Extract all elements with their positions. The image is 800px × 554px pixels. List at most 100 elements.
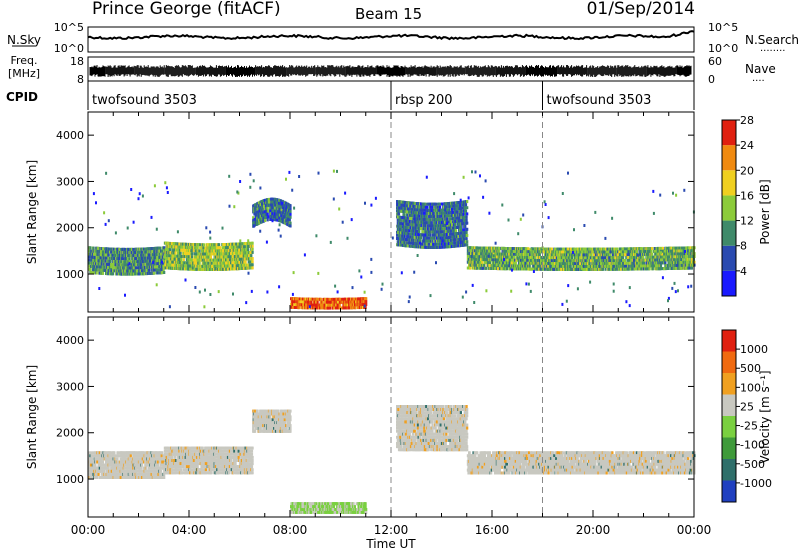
power-cell <box>335 303 338 307</box>
power-cell <box>176 245 179 249</box>
power-cell <box>453 244 456 248</box>
power-cell <box>456 213 459 217</box>
power-cell <box>486 255 489 259</box>
power-cell <box>296 303 299 307</box>
power-cell <box>397 212 401 216</box>
power-cell <box>348 306 351 310</box>
noise-tick-bottom-right: 10^0 <box>708 42 738 55</box>
power-cell <box>199 243 202 247</box>
power-cell <box>281 211 284 215</box>
power-cell <box>268 203 271 207</box>
power-cell <box>221 246 224 250</box>
power-cell <box>492 252 495 256</box>
power-cell <box>214 243 217 247</box>
cpid-mode-1: rbsp 200 <box>395 93 453 108</box>
power-cell <box>189 255 192 259</box>
power-cell <box>98 246 101 250</box>
power-cell <box>449 217 452 221</box>
power-cell <box>230 264 233 268</box>
power-cell <box>225 258 228 262</box>
power-cell <box>316 297 319 301</box>
power-cell <box>508 247 511 250</box>
power-cell <box>403 240 406 244</box>
power-cell <box>141 250 144 254</box>
power-cell <box>432 212 435 215</box>
freq-left-label-2: [MHz] <box>8 67 40 80</box>
power-cell <box>529 261 533 265</box>
power-cell <box>527 247 530 251</box>
power-cell <box>402 206 405 210</box>
power-cell <box>98 262 101 266</box>
power-cell <box>257 201 260 205</box>
power-cell <box>435 227 438 231</box>
power-cell <box>129 266 132 270</box>
power-cell <box>440 208 444 212</box>
power-cell <box>134 263 137 267</box>
power-cell <box>440 230 443 234</box>
power-cell <box>419 239 422 243</box>
power-cell <box>88 264 91 268</box>
power-cell <box>238 251 241 255</box>
power-cell <box>493 267 497 270</box>
power-cell <box>519 258 522 262</box>
power-cell <box>514 261 517 265</box>
power-cell <box>164 266 167 270</box>
power-cell <box>178 261 182 264</box>
power-cell <box>254 203 257 207</box>
power-cell <box>348 303 351 307</box>
power-cell <box>244 260 247 264</box>
power-cell <box>516 258 519 262</box>
power-cell <box>396 237 399 241</box>
power-cell <box>436 233 439 237</box>
power-cell <box>238 248 241 252</box>
power-cell <box>298 297 301 301</box>
power-cell <box>437 242 440 246</box>
power-cell <box>205 246 208 250</box>
power-cell <box>181 255 184 258</box>
power-cell <box>363 303 366 306</box>
power-cell <box>96 265 99 269</box>
power-cell <box>419 205 422 209</box>
power-cell <box>447 208 450 212</box>
power-cell <box>289 207 292 211</box>
power-cell <box>243 260 246 264</box>
power-cell <box>114 266 117 270</box>
power-cell <box>295 306 298 309</box>
power-cell <box>513 255 516 259</box>
power-cell <box>454 229 457 233</box>
power-cell <box>264 219 267 222</box>
power-cell <box>485 258 488 262</box>
power-cell <box>454 223 457 226</box>
cpid-mode-2: twofsound 3503 <box>547 93 652 108</box>
power-cell <box>279 205 283 209</box>
power-cell <box>435 211 438 215</box>
power-cell <box>210 268 213 271</box>
power-cell <box>446 223 449 227</box>
power-cell <box>93 249 96 253</box>
power-cell <box>407 229 410 233</box>
power-cell <box>478 260 481 264</box>
power-cell <box>222 252 225 256</box>
power-cell <box>212 252 215 256</box>
power-cell <box>444 202 447 206</box>
power-cell <box>238 260 241 264</box>
power-cell <box>440 202 444 206</box>
power-cell <box>208 255 211 259</box>
power-cell <box>402 200 405 204</box>
power-cell <box>356 306 360 310</box>
power-cell <box>435 215 438 218</box>
power-cell <box>294 300 297 304</box>
power-cell <box>165 257 168 261</box>
power-cell <box>454 226 457 230</box>
power-cell <box>141 266 144 270</box>
power-cell <box>422 211 425 215</box>
power-cell <box>418 217 421 221</box>
power-cell <box>504 252 507 256</box>
power-cell <box>365 300 368 304</box>
power-cell <box>231 261 234 265</box>
power-cell <box>434 239 437 243</box>
power-cell <box>433 208 436 212</box>
power-cell <box>518 264 521 268</box>
power-cell <box>454 235 457 239</box>
power-cell <box>485 252 488 256</box>
